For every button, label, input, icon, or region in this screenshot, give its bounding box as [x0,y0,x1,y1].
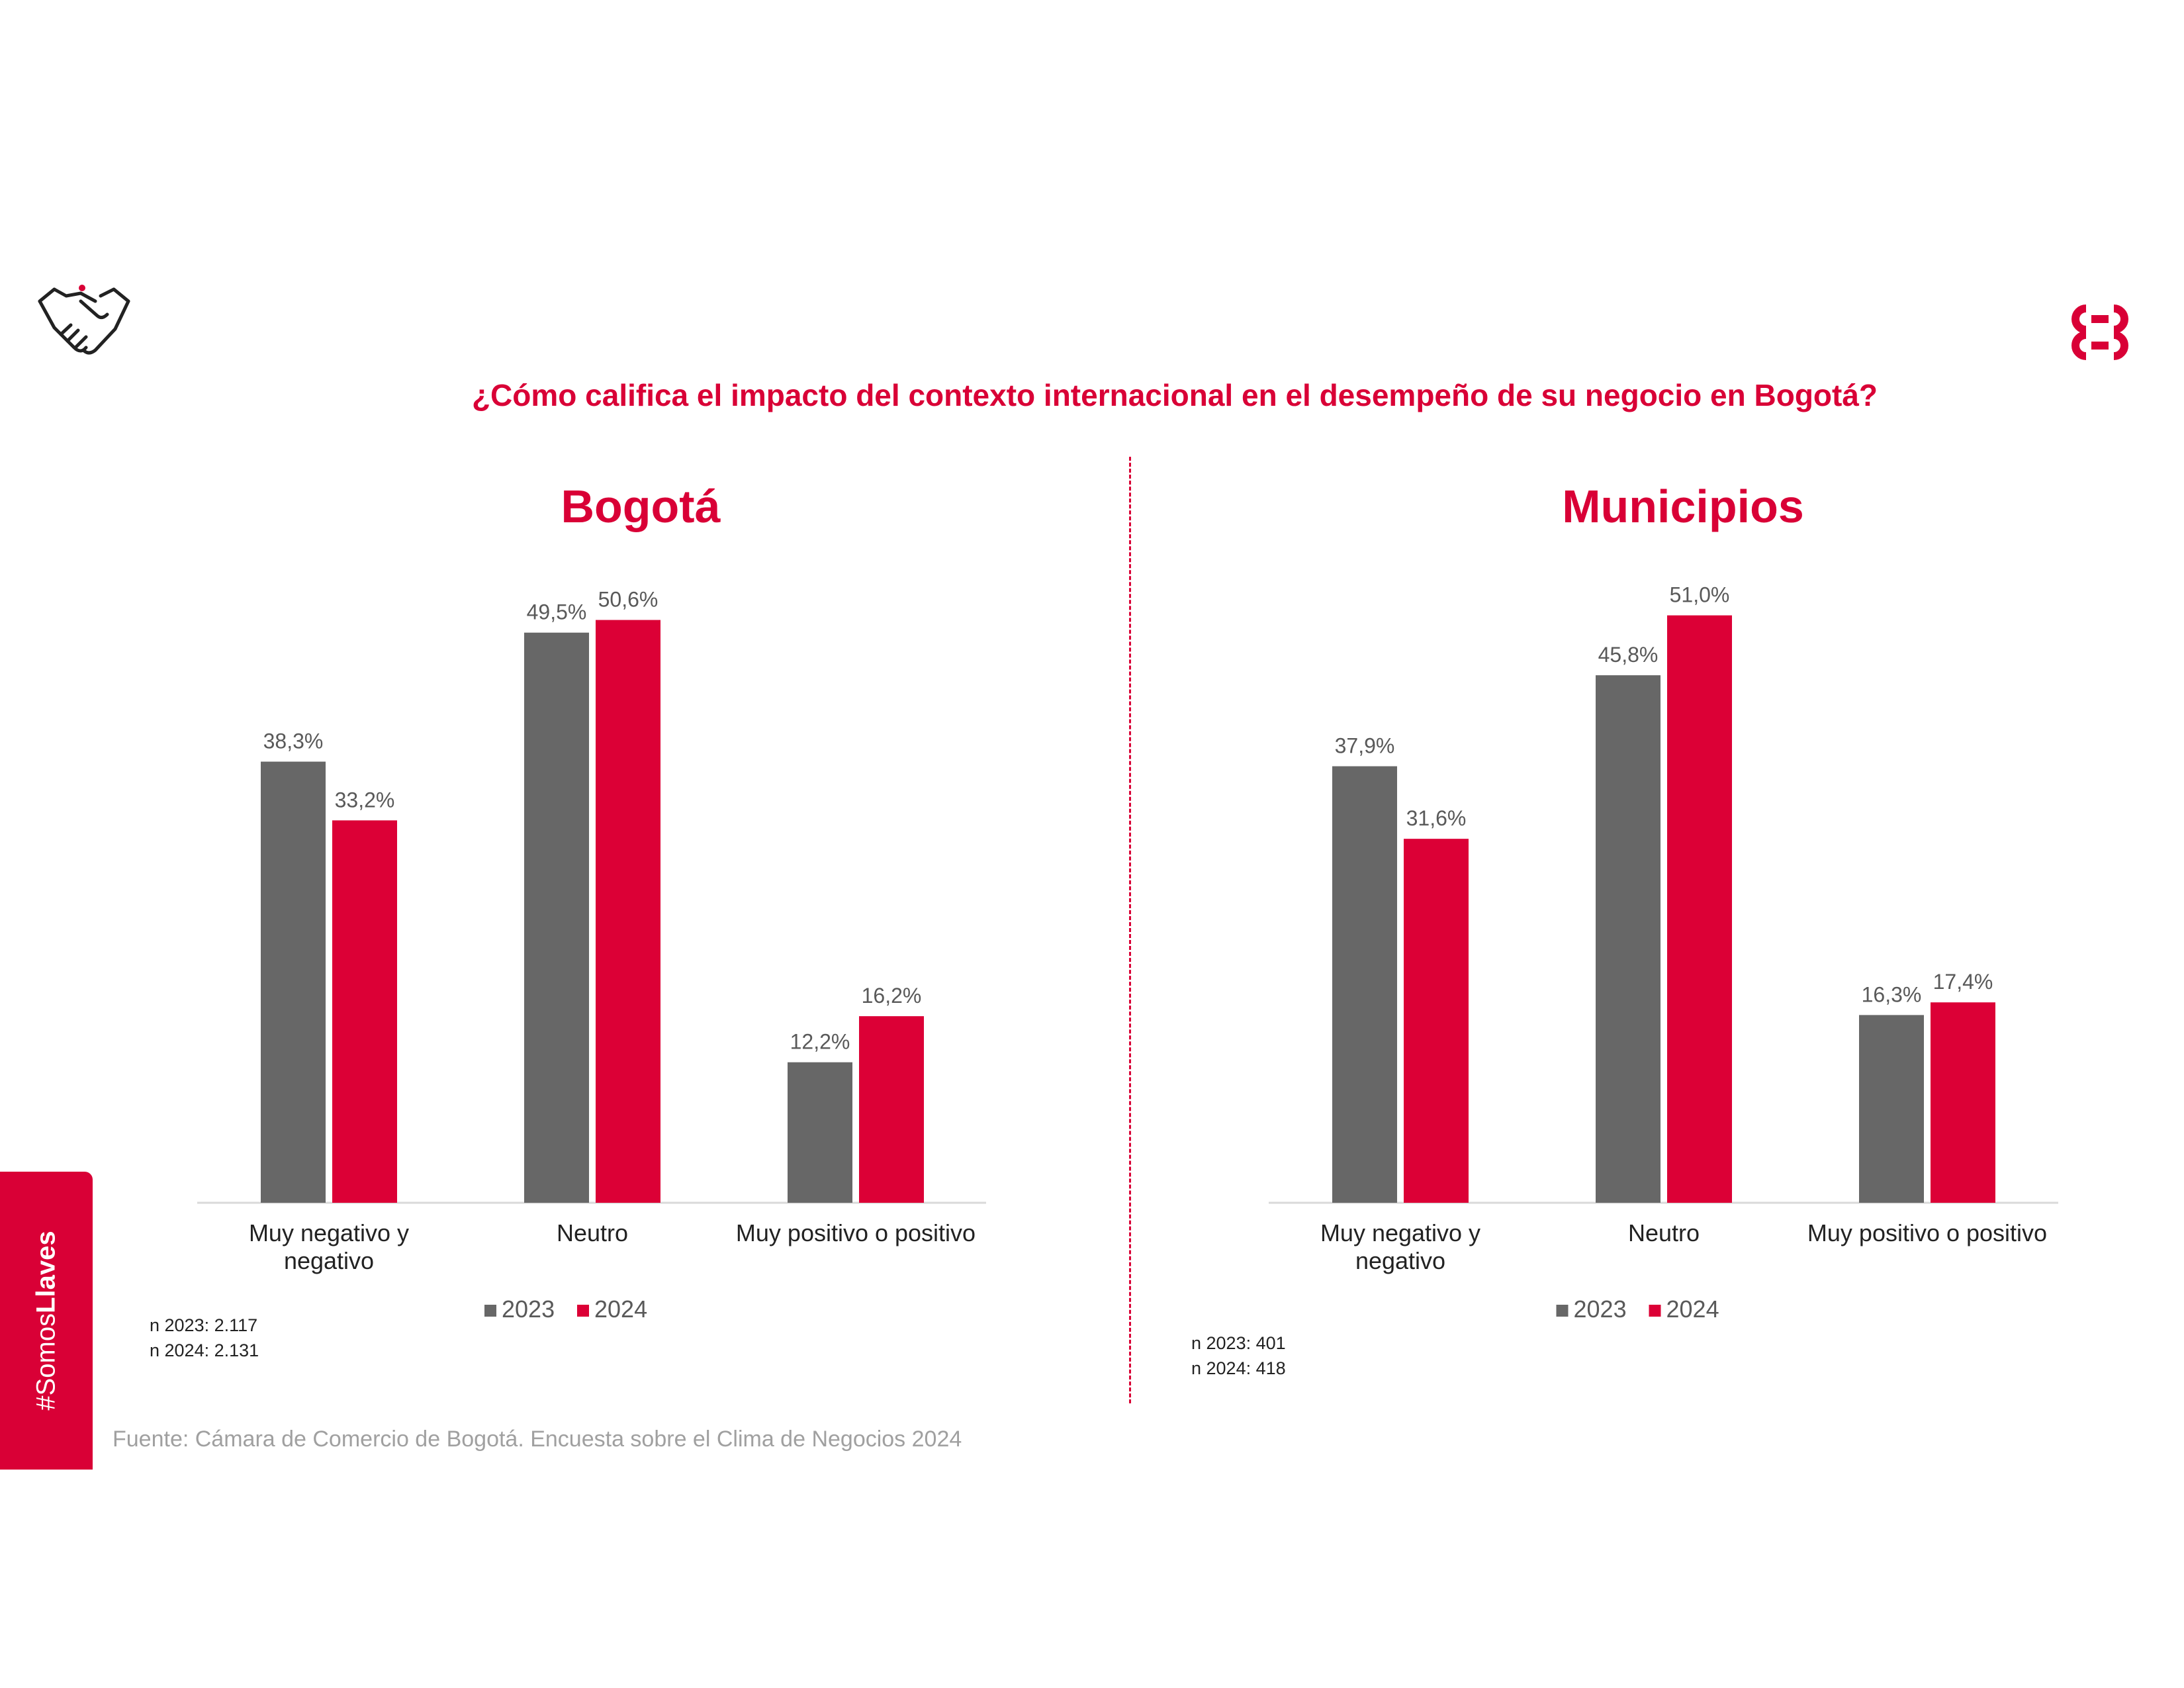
data-label: 38,3% [263,729,324,753]
bar-2023 [524,632,589,1203]
category-label: negativo [1355,1247,1445,1274]
data-label: 17,4% [1933,970,1993,994]
legend-label: 2023 [502,1295,555,1323]
sample-note-line: n 2024: 418 [1191,1358,1286,1378]
category-label: Neutro [557,1219,628,1246]
handshake-icon [38,285,130,355]
data-label: 31,6% [1406,806,1467,830]
category-label: Muy negativo y [249,1219,409,1246]
category-label: Neutro [1628,1219,1700,1246]
bar-2024 [1404,839,1469,1203]
data-label: 49,5% [527,600,587,624]
legend-label: 2023 [1574,1295,1627,1323]
sample-note-line: n 2023: 2.117 [150,1315,258,1335]
sample-note-line: n 2023: 401 [1191,1333,1286,1353]
bar-2024 [1931,1002,1995,1203]
bar-2023 [261,761,326,1203]
side-tag-prefix: #Somos [31,1313,61,1411]
data-label: 12,2% [790,1030,850,1054]
bar-2023 [1859,1015,1924,1203]
data-label: 45,8% [1598,643,1659,667]
chart-title-bogota: Bogotá [561,481,721,532]
bar-2024 [596,620,660,1203]
data-label: 51,0% [1670,583,1730,607]
side-tag-bar: #SomosLlaves [0,1172,93,1470]
bar-2023 [788,1062,852,1203]
legend-label: 2024 [1666,1295,1719,1323]
data-label: 50,6% [598,588,659,612]
side-tag-bold: Llaves [31,1231,61,1313]
legend-label: 2024 [594,1295,647,1323]
chart-title-municipios: Municipios [1562,481,1804,532]
data-label: 33,2% [335,788,395,812]
category-label: Muy positivo o positivo [1807,1219,2047,1246]
panel-divider [1129,457,1131,1403]
bar-2023 [1596,675,1661,1203]
data-label: 16,3% [1862,982,1922,1006]
bar-2024 [1667,615,1732,1203]
bar-2024 [859,1016,924,1203]
legend-swatch-2023 [484,1305,496,1317]
legend-swatch-2024 [1649,1305,1661,1317]
source-note: Fuente: Cámara de Comercio de Bogotá. En… [113,1427,962,1452]
legend-swatch-2023 [1556,1305,1569,1317]
sample-note-line: n 2024: 2.131 [150,1340,259,1360]
data-label: 37,9% [1335,734,1395,758]
sample-size-note-bogota: n 2023: 2.117 n 2024: 2.131 [150,1313,259,1363]
ccb-logo [2071,305,2128,360]
side-tag-text: #SomosLlaves [32,1231,62,1410]
sample-size-note-municipios: n 2023: 401 n 2024: 418 [1191,1331,1286,1381]
category-label: negativo [284,1247,374,1274]
bar-2023 [1332,766,1397,1203]
category-label: Muy negativo y [1320,1219,1480,1246]
bar-2024 [332,820,397,1203]
page-title: ¿Cómo califica el impacto del contexto i… [471,378,1878,412]
data-label: 16,2% [862,984,922,1008]
legend-swatch-2024 [577,1305,589,1317]
category-label: Muy positivo o positivo [736,1219,976,1246]
